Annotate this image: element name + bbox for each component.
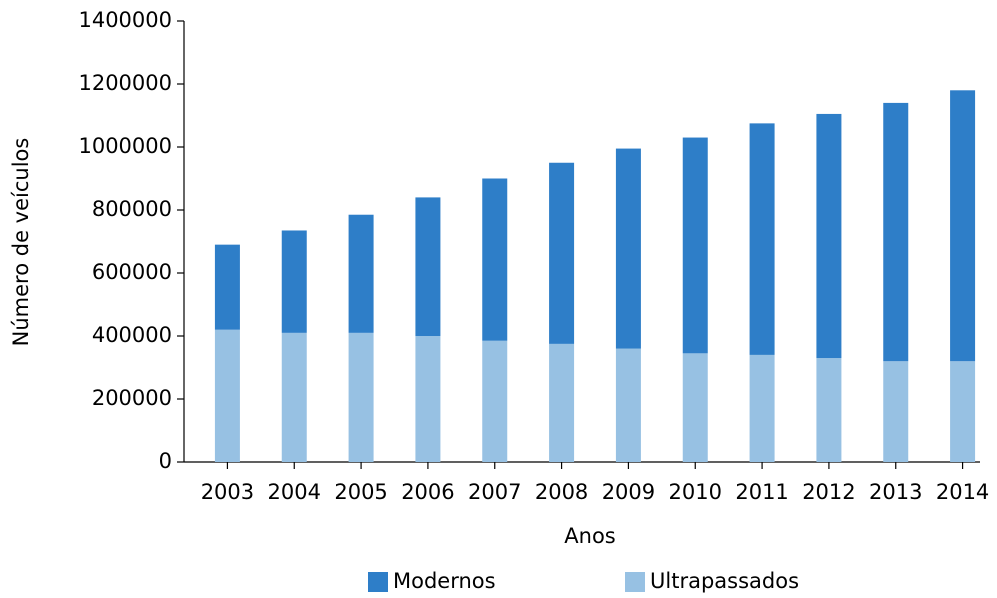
- bar-segment: [549, 162, 575, 344]
- bar-segment: [682, 353, 708, 462]
- bar-segment: [549, 343, 575, 462]
- y-tick-label: 200000: [92, 386, 172, 410]
- bar-segment: [415, 336, 441, 462]
- x-tick-label: 2007: [468, 480, 521, 504]
- x-tick-label: 2003: [201, 480, 254, 504]
- bar-segment: [749, 123, 775, 355]
- bar-segment: [615, 348, 641, 462]
- bar-segment: [615, 148, 641, 349]
- legend-label: Modernos: [393, 569, 496, 593]
- bar-segment: [348, 214, 374, 333]
- x-axis-title: Anos: [564, 524, 615, 548]
- x-tick-label: 2004: [268, 480, 321, 504]
- bar-segment: [348, 332, 374, 462]
- y-axis-title: Número de veículos: [9, 138, 33, 347]
- y-tick-label: 0: [159, 449, 172, 473]
- legend-label: Ultrapassados: [650, 569, 799, 593]
- bar-segment: [816, 358, 842, 462]
- bar-segment: [214, 244, 240, 330]
- bar-segment: [749, 354, 775, 462]
- y-tick-label: 1400000: [78, 8, 172, 32]
- bar-segment: [281, 230, 307, 333]
- bar-segment: [281, 332, 307, 462]
- y-tick-label: 1200000: [78, 71, 172, 95]
- x-tick-label: 2006: [401, 480, 454, 504]
- x-tick-label: 2012: [802, 480, 855, 504]
- y-tick-label: 800000: [92, 197, 172, 221]
- x-tick-label: 2009: [602, 480, 655, 504]
- legend-swatch: [368, 572, 388, 592]
- bar-segment: [883, 102, 909, 362]
- bar-segment: [816, 113, 842, 359]
- y-tick-label: 1000000: [78, 134, 172, 158]
- y-tick-label: 400000: [92, 323, 172, 347]
- bar-segment: [214, 329, 240, 462]
- bar-segment: [883, 361, 909, 462]
- x-tick-label: 2005: [334, 480, 387, 504]
- legend-swatch: [625, 572, 645, 592]
- bar-segment: [482, 340, 508, 462]
- bar-segment: [950, 361, 976, 462]
- y-tick-label: 600000: [92, 260, 172, 284]
- x-tick-label: 2010: [669, 480, 722, 504]
- bar-segment: [415, 197, 441, 336]
- bar-segment: [950, 90, 976, 362]
- x-tick-label: 2013: [869, 480, 922, 504]
- bar-segment: [482, 178, 508, 341]
- x-tick-label: 2011: [735, 480, 788, 504]
- x-tick-label: 2014: [936, 480, 989, 504]
- x-tick-label: 2008: [535, 480, 588, 504]
- bar-segment: [682, 137, 708, 354]
